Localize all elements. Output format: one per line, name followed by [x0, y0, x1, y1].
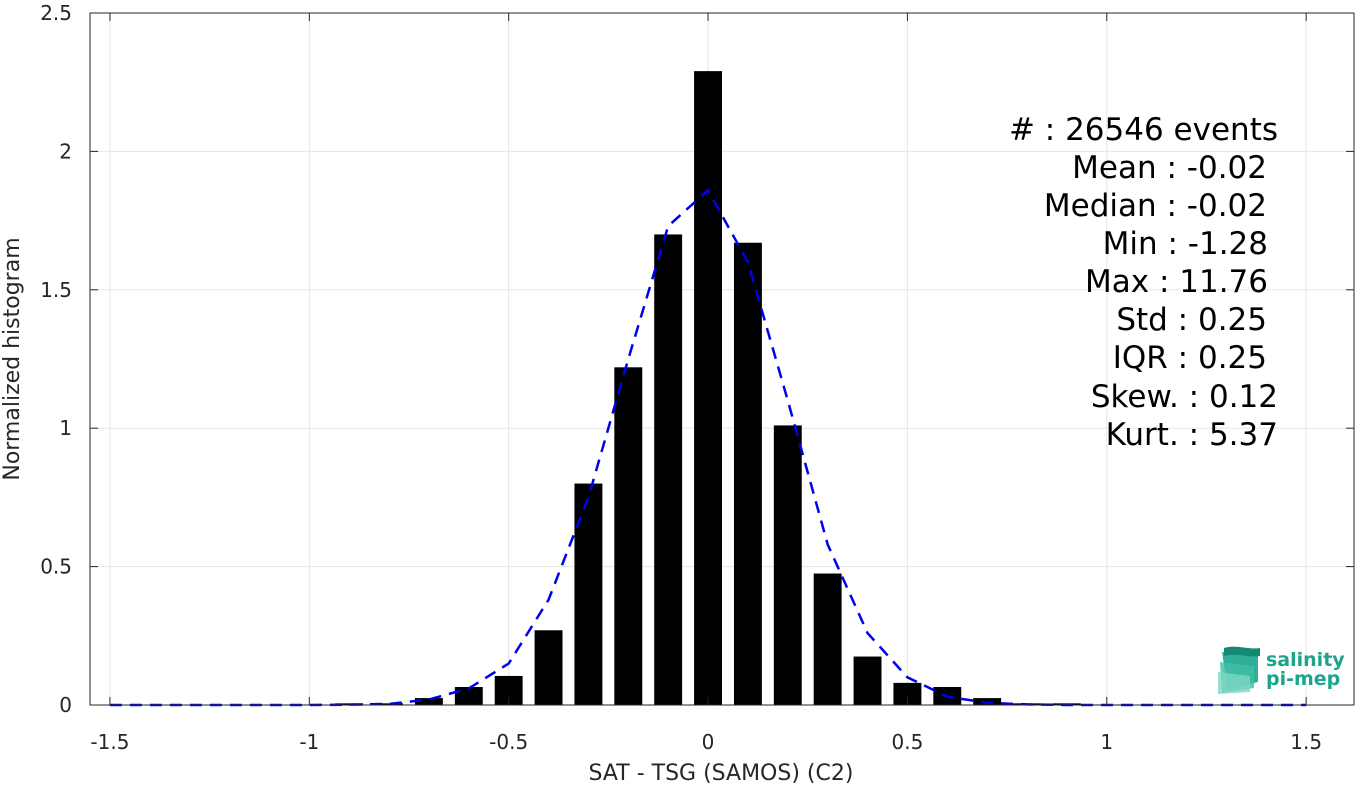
axis-ticks: -1.5 -1 -0.5 0 0.5 1 1.5 0 0.5 1 1.5 2 2.5	[40, 1, 1354, 754]
histogram-bar	[654, 234, 683, 705]
x-tick-label: 1	[1100, 730, 1113, 754]
y-tick-label: 2.5	[40, 1, 72, 25]
stat-count: # : 26546 events	[1009, 112, 1278, 148]
y-tick-label: 0	[59, 693, 72, 717]
salinity-pi-mep-logo: salinity pi-mep	[1218, 646, 1345, 694]
y-axis-label: Normalized histogram	[0, 237, 25, 480]
y-tick-label: 1	[59, 416, 72, 440]
histogram-bar	[773, 425, 802, 705]
stat-kurt: Kurt. : 5.37	[1106, 417, 1278, 453]
stat-min: Min : -1.28	[1103, 226, 1268, 262]
statistics-annotation: # : 26546 events Mean : -0.02 Median : -…	[1009, 112, 1278, 453]
histogram-bar	[414, 698, 443, 705]
histogram-bar	[733, 242, 762, 705]
stat-median: Median : -0.02	[1044, 188, 1267, 224]
histogram-bar	[694, 71, 722, 706]
stat-max: Max : 11.76	[1085, 264, 1268, 300]
stat-iqr: IQR : 0.25	[1113, 340, 1267, 376]
plot-frame	[89, 12, 1355, 706]
x-axis-label: SAT - TSG (SAMOS) (C2)	[589, 761, 854, 785]
bars	[295, 71, 1121, 706]
x-tick-label: 1.5	[1290, 730, 1322, 754]
histogram-bar	[454, 687, 483, 705]
histogram-bar	[893, 682, 922, 705]
stat-mean: Mean : -0.02	[1072, 150, 1267, 186]
stat-skew: Skew. : 0.12	[1091, 379, 1278, 415]
stat-std: Std : 0.25	[1116, 302, 1267, 338]
histogram-bar	[534, 630, 563, 705]
x-tick-label: -1.5	[90, 730, 129, 754]
x-tick-label: -0.5	[489, 730, 528, 754]
x-tick-label: 0.5	[892, 730, 924, 754]
logo-text-pi-mep: pi-mep	[1266, 668, 1340, 690]
histogram-bar	[574, 483, 603, 705]
y-tick-label: 2	[59, 139, 72, 163]
histogram-bar	[614, 367, 643, 705]
x-tick-label: 0	[702, 730, 715, 754]
y-tick-label: 0.5	[40, 555, 72, 579]
histogram-bar	[853, 656, 882, 705]
x-tick-label: -1	[299, 730, 319, 754]
wave-logo-icon	[1218, 646, 1260, 694]
logo-text-salinity: salinity	[1266, 649, 1345, 671]
histogram-bar	[375, 703, 404, 705]
y-tick-label: 1.5	[40, 278, 72, 302]
histogram-bar	[813, 573, 842, 705]
histogram-bar	[335, 703, 364, 705]
